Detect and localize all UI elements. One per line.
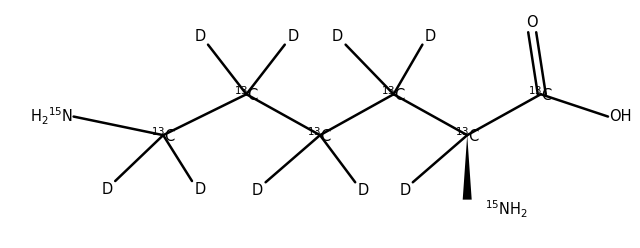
- Text: O: O: [526, 15, 538, 30]
- Text: H$_2$$^{15}$N: H$_2$$^{15}$N: [31, 106, 74, 127]
- Text: $^{13}$C: $^{13}$C: [150, 126, 176, 145]
- Text: D: D: [195, 29, 205, 44]
- Text: D: D: [358, 183, 369, 198]
- Text: D: D: [332, 29, 343, 44]
- Text: $^{13}$C: $^{13}$C: [234, 85, 259, 104]
- Text: OH: OH: [609, 109, 631, 124]
- Text: D: D: [102, 182, 113, 196]
- Text: $^{13}$C: $^{13}$C: [307, 126, 333, 145]
- Text: D: D: [425, 29, 436, 44]
- Polygon shape: [463, 135, 472, 200]
- Text: D: D: [195, 182, 205, 196]
- Text: $^{13}$C: $^{13}$C: [454, 126, 480, 145]
- Text: $^{13}$C: $^{13}$C: [528, 85, 554, 104]
- Text: $^{15}$NH$_2$: $^{15}$NH$_2$: [485, 199, 528, 220]
- Text: D: D: [399, 183, 410, 198]
- Text: D: D: [252, 183, 263, 198]
- Text: D: D: [287, 29, 298, 44]
- Text: $^{13}$C: $^{13}$C: [381, 85, 406, 104]
